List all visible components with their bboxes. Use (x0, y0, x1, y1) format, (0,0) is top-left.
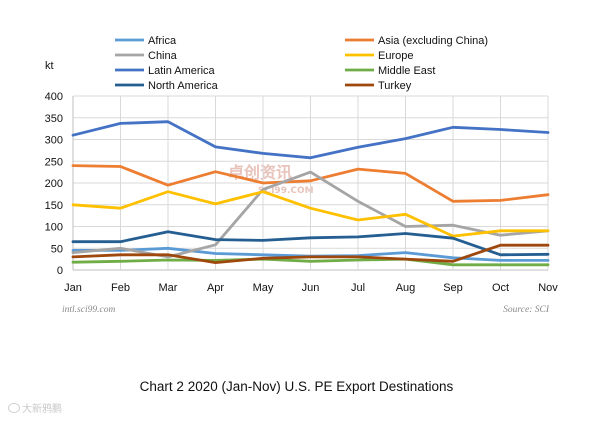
x-tick-label: Apr (207, 282, 224, 294)
corner-logo-text: 大新鸦鹏 (22, 404, 62, 415)
y-tick-label: 200 (45, 178, 63, 190)
x-tick-label: Jul (351, 282, 365, 294)
series-line-north-america (71, 230, 550, 257)
chart-caption: Chart 2 2020 (Jan-Nov) U.S. PE Export De… (139, 379, 454, 394)
y-tick-label: 150 (45, 200, 63, 212)
series-line-turkey (71, 243, 550, 265)
series-line-asia-excluding-china (71, 164, 550, 203)
legend: Africa Asia (excluding China) China Europe L… (115, 35, 488, 92)
source-note: Source: SCI (503, 305, 550, 315)
y-tick-label: 250 (45, 156, 63, 168)
series-line-middle-east (71, 257, 550, 267)
legend-label-asia-excluding-china: Asia (excluding China) (378, 35, 488, 47)
y-axis-unit: kt (45, 60, 54, 72)
x-tick-label: Feb (111, 282, 130, 294)
y-tick-label: 300 (45, 135, 63, 147)
watermark-sub: SCI99.COM (258, 186, 314, 196)
x-tick-label: May (253, 282, 274, 294)
y-tick-label: 100 (45, 222, 63, 234)
x-tick-label: Nov (538, 282, 558, 294)
y-tick-label: 400 (45, 91, 63, 103)
series-lines (71, 120, 550, 267)
watermark-text: 卓创资讯 (228, 163, 292, 182)
y-tick-label: 350 (45, 113, 63, 125)
x-tick-label: Sep (443, 282, 463, 294)
legend-label-turkey: Turkey (378, 80, 412, 92)
x-tick-label: Aug (396, 282, 416, 294)
y-tick-label: 0 (57, 265, 63, 277)
series-line-latin-america (71, 120, 550, 160)
series-line-europe (71, 190, 550, 238)
corner-logo: 大新鸦鹏 (8, 400, 62, 415)
x-tick-label: Oct (492, 282, 509, 294)
x-tick-label: Jan (64, 282, 82, 294)
site-note: intl.sci99.com (62, 305, 115, 315)
camera-ring-icon (8, 403, 20, 413)
y-tick-label: 50 (51, 243, 63, 255)
legend-label-latin-america: Latin America (148, 65, 216, 77)
watermark: 卓创资讯 SCI99.COM (228, 163, 314, 196)
axes: 0 50 100 150 200 250 300 350 400 Jan Feb Mar Apr May J… (45, 91, 559, 294)
x-tick-label: Jun (302, 282, 320, 294)
legend-label-africa: Africa (148, 35, 177, 47)
legend-label-europe: Europe (378, 50, 413, 62)
legend-label-china: China (148, 50, 178, 62)
legend-label-middle-east: Middle East (378, 65, 435, 77)
x-tick-label: Mar (159, 282, 178, 294)
legend-label-north-america: North America (148, 80, 219, 92)
